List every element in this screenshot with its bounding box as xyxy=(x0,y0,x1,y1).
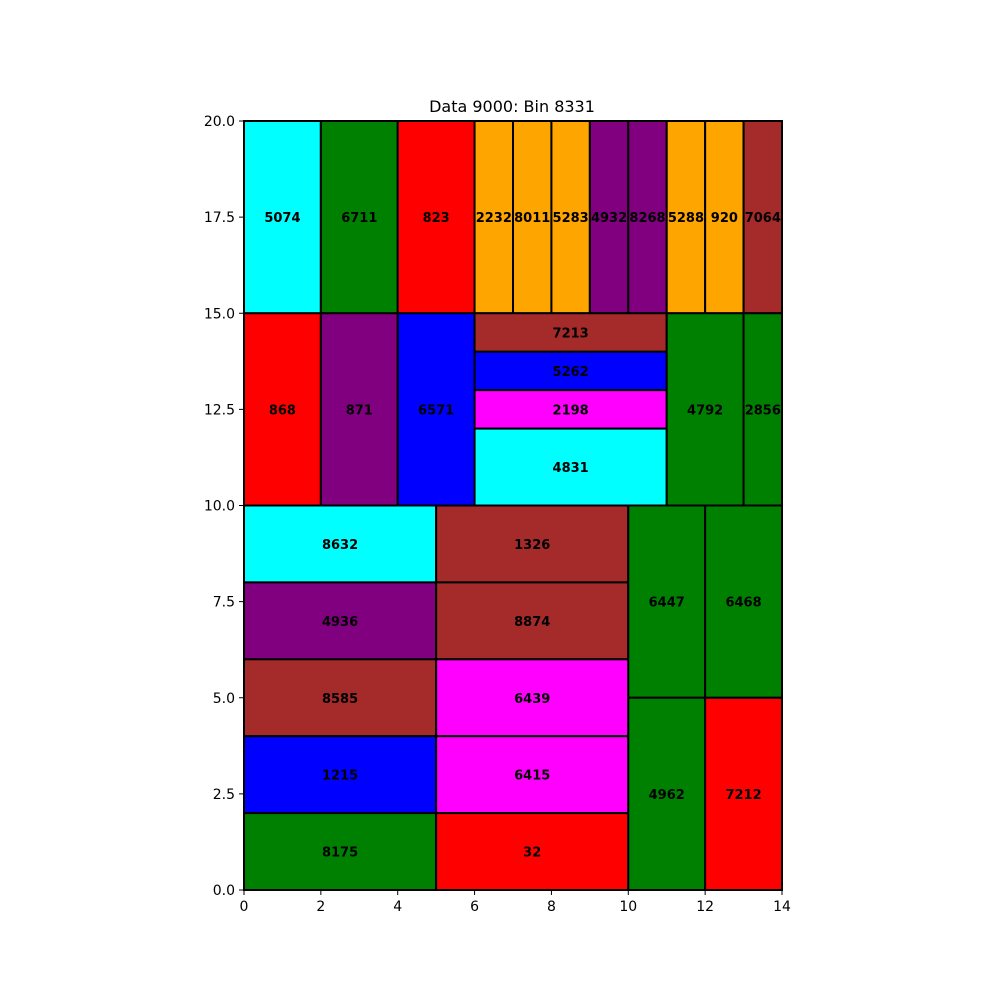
bin-item-rect xyxy=(473,427,668,507)
bin-item-label: 7213 xyxy=(553,326,589,341)
bin-item-label: 8874 xyxy=(514,615,550,630)
bin-item-label: 7064 xyxy=(745,211,781,226)
bin-item-label: 2856 xyxy=(745,403,781,418)
x-tick-label: 0 xyxy=(240,899,249,915)
bin-item-label: 6571 xyxy=(418,403,454,418)
bin-item-label: 823 xyxy=(423,211,450,226)
bin-item-label: 8632 xyxy=(322,538,358,553)
bin-item-label: 6415 xyxy=(514,769,550,784)
bin-item-rect xyxy=(473,389,668,430)
bin-item-label: 1215 xyxy=(322,769,358,784)
bin-item-label: 4831 xyxy=(553,461,589,476)
bin-item-label: 2232 xyxy=(476,211,512,226)
x-tick-label: 8 xyxy=(547,899,556,915)
bin-item-rect xyxy=(704,120,745,315)
y-tick-label: 12.5 xyxy=(204,402,235,418)
bin-item-rect xyxy=(396,312,476,507)
chart-title: Data 9000: Bin 8331 xyxy=(429,97,595,116)
bin-item-label: 7212 xyxy=(725,788,761,803)
bin-item-rect xyxy=(627,120,668,315)
x-tick-label: 12 xyxy=(696,899,714,915)
bin-item-label: 1326 xyxy=(514,538,550,553)
bin-item-rect xyxy=(243,812,438,891)
bin-item-label: 8175 xyxy=(322,846,358,861)
rectangle-labels-layer: 5074 6711 823 2232 8011 5283 4932 8268 5288 920 70… xyxy=(264,211,781,860)
bin-item-label: 2198 xyxy=(553,403,589,418)
y-tick-label: 20.0 xyxy=(204,114,235,130)
bin-item-label: 5288 xyxy=(668,211,704,226)
bin-item-label: 871 xyxy=(346,403,373,418)
bin-item-rect xyxy=(435,735,630,815)
bin-item-rect xyxy=(319,120,399,315)
bin-item-label: 8011 xyxy=(514,211,550,226)
bin-item-label: 6439 xyxy=(514,692,550,707)
bin-item-label: 868 xyxy=(269,403,296,418)
bin-item-rect xyxy=(435,658,630,738)
bin-item-rect xyxy=(627,504,707,699)
bin-item-label: 6447 xyxy=(649,596,685,611)
bin-item-label: 8268 xyxy=(629,211,665,226)
x-axis: 0 2 4 6 8 10 12 14 xyxy=(240,890,791,915)
bin-item-label: 8585 xyxy=(322,692,358,707)
x-tick-label: 6 xyxy=(470,899,479,915)
bin-item-label: 6468 xyxy=(725,596,761,611)
bin-item-label: 920 xyxy=(711,211,738,226)
y-axis: 0.0 2.5 5.0 7.5 10.0 12.5 15.0 17.5 20.0 xyxy=(204,114,244,899)
bin-item-label: 5074 xyxy=(264,211,300,226)
x-tick-label: 4 xyxy=(393,899,402,915)
x-tick-label: 2 xyxy=(316,899,325,915)
y-tick-label: 17.5 xyxy=(204,210,235,226)
bin-item-label: 6711 xyxy=(341,211,377,226)
bin-item-rect xyxy=(742,312,783,507)
x-tick-label: 14 xyxy=(773,899,791,915)
bin-item-rect xyxy=(435,581,630,661)
y-tick-label: 0.0 xyxy=(213,883,235,899)
bin-item-label: 4932 xyxy=(591,211,627,226)
bin-item-label: 4936 xyxy=(322,615,358,630)
y-tick-label: 7.5 xyxy=(213,595,235,611)
y-tick-label: 2.5 xyxy=(213,787,235,803)
bin-item-rect xyxy=(243,120,322,315)
bin-item-rect xyxy=(243,658,438,738)
bin-item-rect xyxy=(243,581,438,661)
bin-item-label: 4792 xyxy=(687,403,723,418)
bin-item-rect xyxy=(243,312,322,507)
y-tick-label: 5.0 xyxy=(213,691,235,707)
bin-item-rect xyxy=(665,312,745,507)
bin-item-rect xyxy=(550,120,591,315)
y-tick-label: 15.0 xyxy=(204,306,235,322)
bin-item-rect xyxy=(243,504,438,584)
bin-item-label: 4962 xyxy=(649,788,685,803)
bin-item-label: 5283 xyxy=(553,211,589,226)
y-tick-label: 10.0 xyxy=(204,499,235,515)
bin-item-rect xyxy=(473,350,668,392)
x-tick-label: 10 xyxy=(619,899,637,915)
bin-item-label: 5262 xyxy=(553,365,589,380)
bin-item-label: 32 xyxy=(523,846,541,861)
